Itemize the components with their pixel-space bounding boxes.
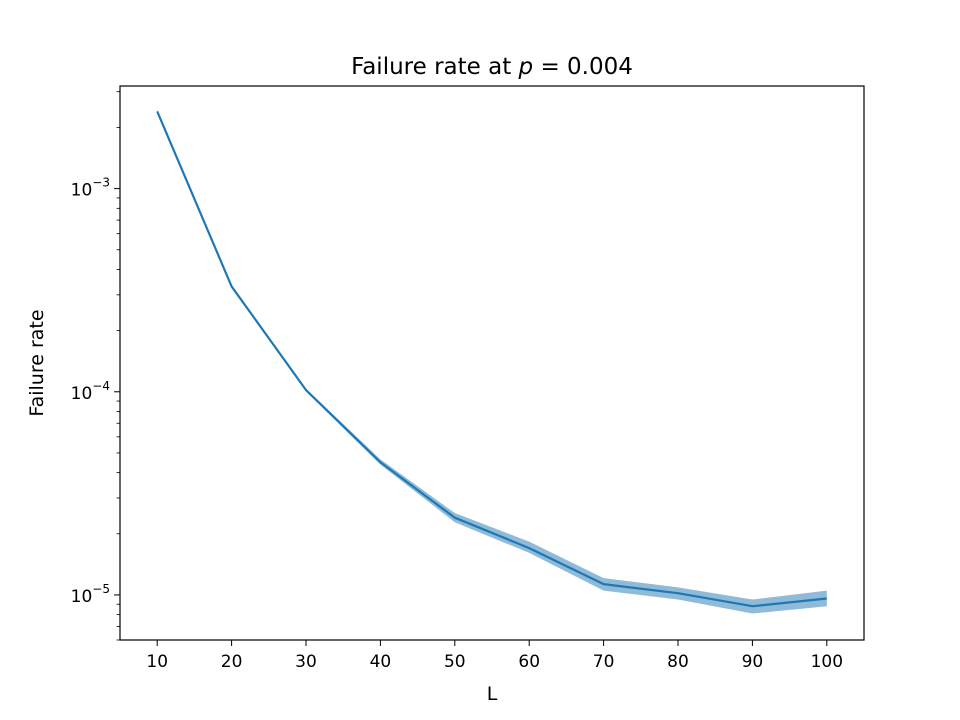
x-axis: 10 20 30 40 50 60 70 80 90 100 [146,640,843,672]
x-tick-label: 100 [811,652,843,672]
y-axis-label: Failure rate [26,309,48,416]
y-tick-label: 10−5 [71,582,110,607]
axes-frame [119,85,865,641]
x-tick-label: 20 [221,652,243,672]
x-tick-label: 70 [593,652,615,672]
x-tick-label: 40 [370,652,392,672]
x-tick-label: 80 [667,652,689,672]
x-tick-label: 10 [146,652,168,672]
y-tick-label: 10−4 [71,379,110,404]
x-tick-label: 60 [518,652,540,672]
x-tick-label: 30 [295,652,317,672]
y-tick-label: 10−3 [71,176,110,201]
x-axis-label: L [487,683,498,705]
plot-area [156,110,827,614]
series-line [156,110,827,608]
x-tick-label: 90 [742,652,764,672]
chart-title: Failure rate at p = 0.004 [351,54,633,80]
x-tick-label: 50 [444,652,466,672]
y-axis: 10−5 10−4 10−3 [71,91,120,641]
